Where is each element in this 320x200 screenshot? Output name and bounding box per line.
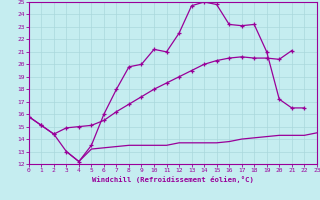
X-axis label: Windchill (Refroidissement éolien,°C): Windchill (Refroidissement éolien,°C) bbox=[92, 176, 254, 183]
